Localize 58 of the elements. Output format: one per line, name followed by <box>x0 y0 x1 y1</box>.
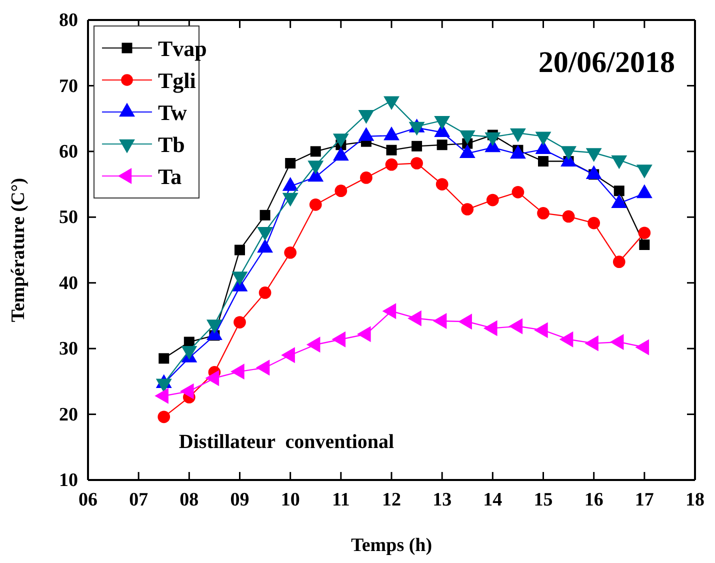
annotation: 20/06/2018 <box>538 46 675 79</box>
point <box>309 198 322 211</box>
x-tick-label: 09 <box>230 489 250 510</box>
legend-label: Tb <box>158 132 185 157</box>
point <box>436 140 448 150</box>
point <box>158 410 170 424</box>
y-tick-label: 30 <box>59 338 78 360</box>
point <box>310 146 321 157</box>
point <box>486 194 499 206</box>
point <box>588 216 600 230</box>
y-tick-label: 40 <box>59 272 78 294</box>
point <box>258 286 272 299</box>
point <box>334 184 348 198</box>
point <box>461 203 474 216</box>
point <box>234 244 245 256</box>
point <box>386 144 397 156</box>
x-tick-label: 16 <box>584 489 604 510</box>
y-tick-label: 50 <box>59 207 78 228</box>
x-tick-label: 17 <box>634 489 654 510</box>
point <box>284 246 297 259</box>
x-tick-label: 15 <box>534 489 553 510</box>
point <box>638 226 651 240</box>
x-axis-title: Temps (h) <box>350 535 432 556</box>
point <box>285 158 296 168</box>
x-tick-label: 11 <box>332 489 350 510</box>
y-axis-title: Température (C°) <box>8 178 29 322</box>
x-tick-label: 08 <box>180 489 199 510</box>
point <box>639 240 650 250</box>
point <box>158 353 170 364</box>
x-tick-label: 10 <box>280 489 300 510</box>
point <box>410 157 423 170</box>
point <box>538 156 548 167</box>
point <box>512 186 524 198</box>
x-tick-label: 18 <box>686 489 704 510</box>
point <box>385 158 398 171</box>
y-tick-label: 10 <box>59 470 78 492</box>
point <box>537 207 550 220</box>
point <box>412 140 422 152</box>
point <box>260 210 270 220</box>
point <box>614 186 624 196</box>
point <box>562 210 575 223</box>
point <box>360 172 372 184</box>
y-tick-label: 60 <box>59 142 78 163</box>
y-tick-label: 70 <box>59 76 78 97</box>
annotation: Distillateur conventional <box>178 431 395 453</box>
x-tick-label: 14 <box>483 489 503 510</box>
x-tick-label: 06 <box>78 489 98 510</box>
legend-label: Tgli <box>158 68 196 93</box>
x-tick-label: 12 <box>382 489 401 510</box>
point <box>436 178 448 190</box>
legend-label: Ta <box>158 164 182 189</box>
legend-label: Tw <box>158 100 188 125</box>
point <box>612 256 626 268</box>
y-tick-label: 80 <box>59 10 78 32</box>
point <box>234 316 246 328</box>
y-tick-label: 20 <box>59 404 78 426</box>
x-tick-label: 13 <box>432 489 452 510</box>
x-tick-label: 07 <box>129 489 149 510</box>
